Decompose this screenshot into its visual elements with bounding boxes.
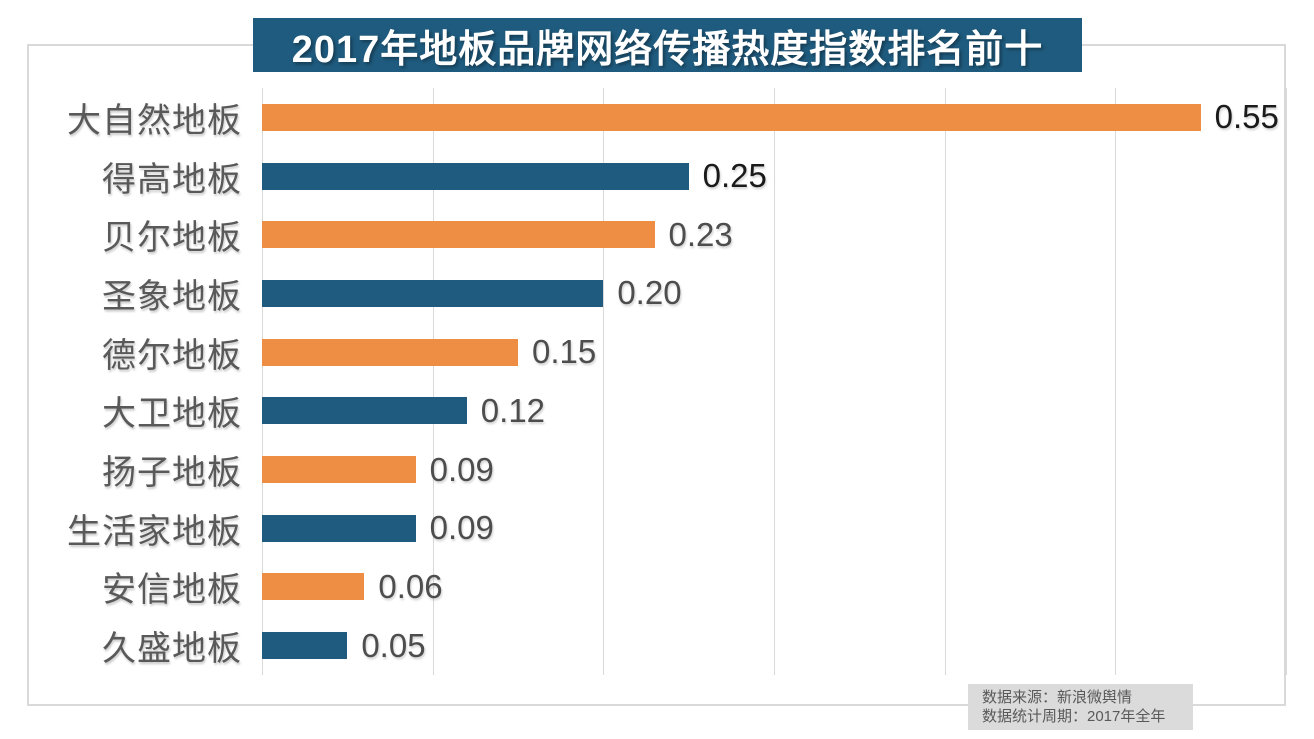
period-line: 数据统计周期：2017年全年 <box>982 708 1166 725</box>
plot-area: 0.55 0.25 0.23 0.20 0.15 0.12 0.09 0.09 0.06 0.05 <box>262 88 1287 675</box>
bar-row: 0.06 <box>262 558 1286 617</box>
gridline <box>944 88 946 675</box>
gridline <box>1115 88 1117 675</box>
bar-blue <box>262 397 467 425</box>
bar-value-label: 0.20 <box>617 274 682 312</box>
bar-row: 0.15 <box>262 323 1286 382</box>
category-label: 扬子地板 <box>102 454 242 493</box>
category-label: 大自然地板 <box>67 101 242 140</box>
bar-value-label: 0.15 <box>532 333 597 371</box>
bar-value-label: 0.06 <box>378 567 443 605</box>
gridline <box>1286 88 1287 675</box>
category-label: 大卫地板 <box>102 395 242 434</box>
source-note: 数据来源：新浪微舆情 数据统计周期：2017年全年 <box>968 684 1193 730</box>
bar-value-label: 0.55 <box>1214 98 1279 136</box>
bar-orange <box>262 573 365 601</box>
bar-row: 0.25 <box>262 147 1286 206</box>
bar-orange <box>262 221 655 249</box>
bar-blue <box>262 279 604 307</box>
bar-orange <box>262 456 416 484</box>
category-label: 安信地板 <box>102 571 242 610</box>
bar-row: 0.55 <box>262 88 1286 147</box>
bar-row: 0.09 <box>262 440 1286 499</box>
bar-blue <box>262 162 689 190</box>
bar-value-label: 0.05 <box>361 626 426 664</box>
gridline <box>603 88 605 675</box>
category-label: 生活家地板 <box>67 512 242 551</box>
category-label: 得高地板 <box>102 160 242 199</box>
category-label: 圣象地板 <box>102 277 242 316</box>
category-label: 久盛地板 <box>102 630 242 669</box>
bar-orange <box>262 103 1201 131</box>
bar-row: 0.20 <box>262 264 1286 323</box>
category-axis: 大自然地板得高地板贝尔地板圣象地板德尔地板大卫地板扬子地板生活家地板安信地板久盛… <box>0 88 242 675</box>
bar-row: 0.23 <box>262 205 1286 264</box>
bar-value-label: 0.09 <box>429 509 494 547</box>
gridline <box>432 88 434 675</box>
category-label: 贝尔地板 <box>102 219 242 258</box>
bar-value-label: 0.25 <box>702 157 767 195</box>
bar-blue <box>262 632 348 660</box>
chart-frame <box>27 44 1286 706</box>
bar-blue <box>262 514 416 542</box>
gridline <box>774 88 775 675</box>
gridline <box>262 88 263 675</box>
bar-orange <box>262 338 518 366</box>
bar-value-label: 0.09 <box>429 450 494 488</box>
chart-title: 2017年地板品牌网络传播热度指数排名前十 <box>253 18 1082 72</box>
source-line: 数据来源：新浪微舆情 <box>982 689 1133 706</box>
bar-row: 0.12 <box>262 382 1286 441</box>
bar-row: 0.05 <box>262 616 1286 675</box>
category-label: 德尔地板 <box>102 336 242 375</box>
bar-value-label: 0.12 <box>480 391 546 429</box>
bar-row: 0.09 <box>262 499 1286 558</box>
bar-value-label: 0.23 <box>668 215 733 253</box>
